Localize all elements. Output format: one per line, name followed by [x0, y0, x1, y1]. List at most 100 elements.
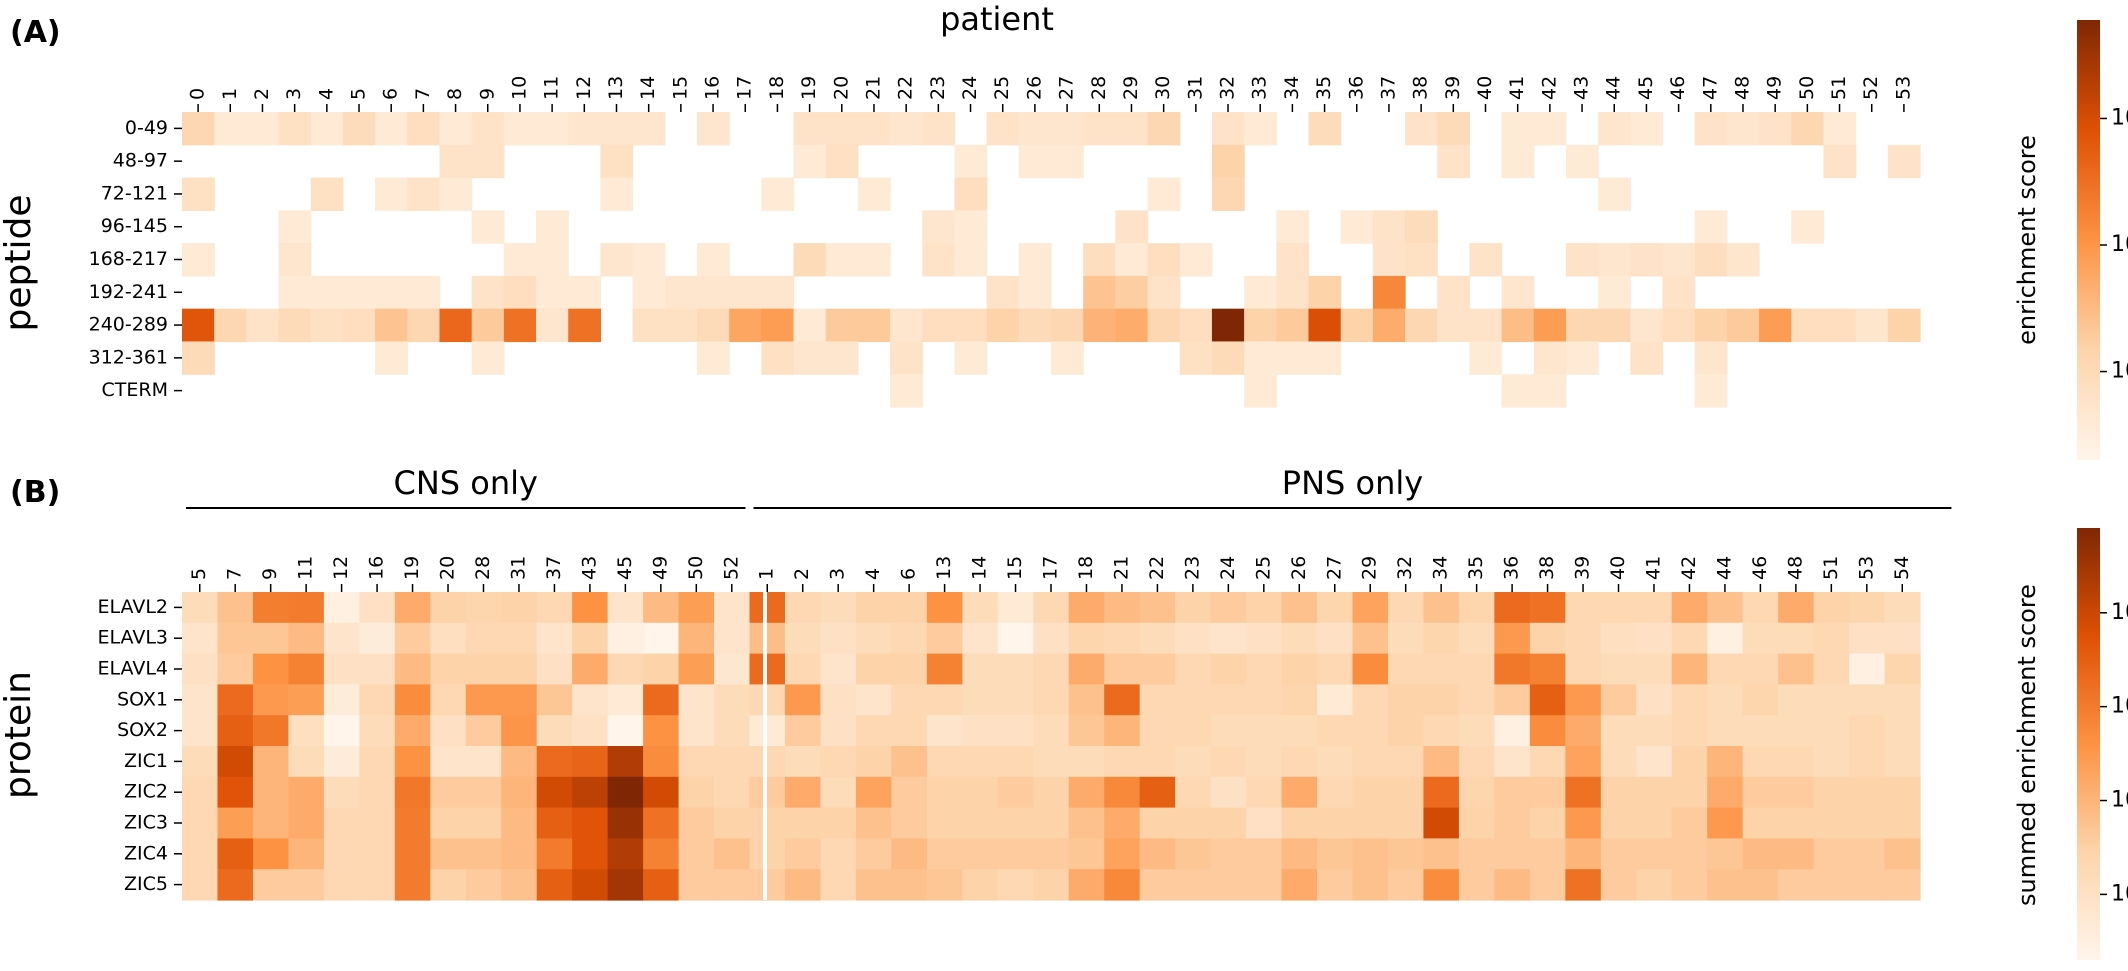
- heatmap-cell: [1423, 869, 1460, 901]
- x-tick-label: 31: [1184, 76, 1206, 100]
- heatmap-cell: [1884, 684, 1921, 716]
- heatmap-cell: [1018, 112, 1052, 146]
- heatmap-cell: [182, 592, 219, 624]
- heatmap-cell: [359, 622, 396, 655]
- heatmap-cell: [252, 807, 290, 839]
- heatmap-cell: [536, 807, 573, 839]
- panel-b-ylabel: protein: [0, 671, 39, 799]
- x-tick-label: 12: [330, 556, 352, 580]
- heatmap-cell: [926, 684, 963, 716]
- heatmap-cell: [1726, 308, 1760, 343]
- heatmap-cell: [855, 776, 892, 809]
- heatmap-cell: [407, 112, 441, 146]
- heatmap-cell: [394, 776, 431, 809]
- heatmap-cell: [1565, 341, 1599, 375]
- heatmap-cell: [1494, 807, 1531, 839]
- x-tick-label: 38: [1410, 76, 1432, 100]
- heatmap-cell: [323, 592, 360, 624]
- heatmap-cell: [607, 807, 644, 839]
- heatmap-cell: [1849, 746, 1886, 778]
- x-tick-label: 32: [1217, 76, 1239, 100]
- heatmap-cell: [394, 807, 431, 839]
- heatmap-cell: [1636, 776, 1673, 809]
- x-tick-label: 35: [1313, 76, 1335, 100]
- y-tick-label: ZIC1: [124, 750, 168, 772]
- heatmap-cell: [1458, 869, 1495, 901]
- heatmap-cell: [1636, 746, 1673, 778]
- heatmap-cell: [855, 838, 892, 870]
- heatmap-cell: [471, 112, 505, 146]
- heatmap-cell: [375, 112, 408, 146]
- heatmap-cell: [288, 684, 325, 716]
- x-tick-label: 24: [959, 76, 981, 100]
- heatmap-cell: [1179, 341, 1213, 375]
- heatmap-cell: [430, 807, 467, 839]
- heatmap-cell: [182, 341, 215, 375]
- heatmap-cell: [394, 622, 431, 655]
- heatmap-cell: [784, 746, 822, 778]
- x-tick-label: 9: [476, 88, 498, 100]
- heatmap-cell: [1636, 622, 1673, 655]
- heatmap-cell: [1501, 112, 1535, 146]
- heatmap-cell: [1778, 622, 1815, 655]
- heatmap-cell: [997, 776, 1034, 809]
- x-tick-label: 15: [669, 76, 691, 100]
- x-tick-label: 20: [830, 76, 852, 100]
- heatmap-cell: [1147, 177, 1181, 211]
- heatmap-cell: [359, 807, 396, 839]
- heatmap-cell: [1210, 807, 1247, 839]
- heatmap-cell: [1246, 838, 1283, 870]
- heatmap-cell: [1565, 653, 1602, 685]
- x-tick-label: 2: [251, 88, 273, 100]
- heatmap-cell: [1115, 243, 1149, 277]
- heatmap-cell: [1104, 838, 1141, 870]
- heatmap-cell: [1707, 807, 1744, 839]
- heatmap-cell: [1423, 592, 1460, 624]
- heatmap-cell: [1707, 592, 1744, 624]
- heatmap-cell: [678, 622, 715, 655]
- heatmap-cell: [439, 112, 473, 146]
- heatmap-cell: [857, 177, 891, 211]
- heatmap-cell: [1210, 653, 1247, 685]
- heatmap-cell: [323, 684, 360, 716]
- heatmap-cell: [855, 807, 892, 839]
- heatmap-cell: [820, 684, 857, 716]
- heatmap-cell: [607, 746, 644, 778]
- heatmap-cell: [568, 275, 602, 310]
- heatmap-cell: [857, 308, 891, 343]
- heatmap-cell: [407, 177, 441, 211]
- y-tick-label: 48-97: [113, 150, 168, 172]
- heatmap-cell: [1887, 308, 1921, 343]
- colorbar-tick-label: 10¹: [2111, 881, 2128, 906]
- heatmap-cell: [1211, 112, 1245, 146]
- heatmap-cell: [501, 592, 538, 624]
- heatmap-cell: [182, 807, 219, 839]
- heatmap-cell: [1115, 210, 1149, 244]
- heatmap-cell: [632, 243, 666, 277]
- x-tick-label: 49: [649, 556, 671, 580]
- heatmap-cell: [954, 341, 988, 375]
- heatmap-cell: [572, 869, 609, 901]
- heatmap-cell: [1458, 684, 1495, 716]
- heatmap-cell: [394, 838, 431, 870]
- heatmap-cell: [1068, 592, 1105, 624]
- x-tick-label: 39: [1572, 556, 1594, 580]
- heatmap-cell: [793, 144, 827, 179]
- heatmap-cell: [182, 308, 215, 343]
- heatmap-cell: [1139, 653, 1176, 685]
- heatmap-cell: [430, 838, 467, 870]
- heatmap-cell: [1276, 243, 1310, 277]
- panel-a-colorbar-label: enrichment score: [2013, 135, 2041, 345]
- heatmap-cell: [1636, 869, 1673, 901]
- heatmap-cell: [1662, 275, 1696, 310]
- heatmap-cell: [1147, 243, 1181, 277]
- heatmap-cell: [252, 746, 290, 778]
- heatmap-cell: [714, 592, 751, 624]
- heatmap-cell: [643, 838, 680, 870]
- heatmap-cell: [1529, 776, 1566, 809]
- heatmap-cell: [855, 592, 892, 624]
- heatmap-cell: [1694, 112, 1728, 146]
- heatmap-cell: [926, 838, 963, 870]
- heatmap-cell: [342, 275, 376, 310]
- heatmap-cell: [1175, 776, 1212, 809]
